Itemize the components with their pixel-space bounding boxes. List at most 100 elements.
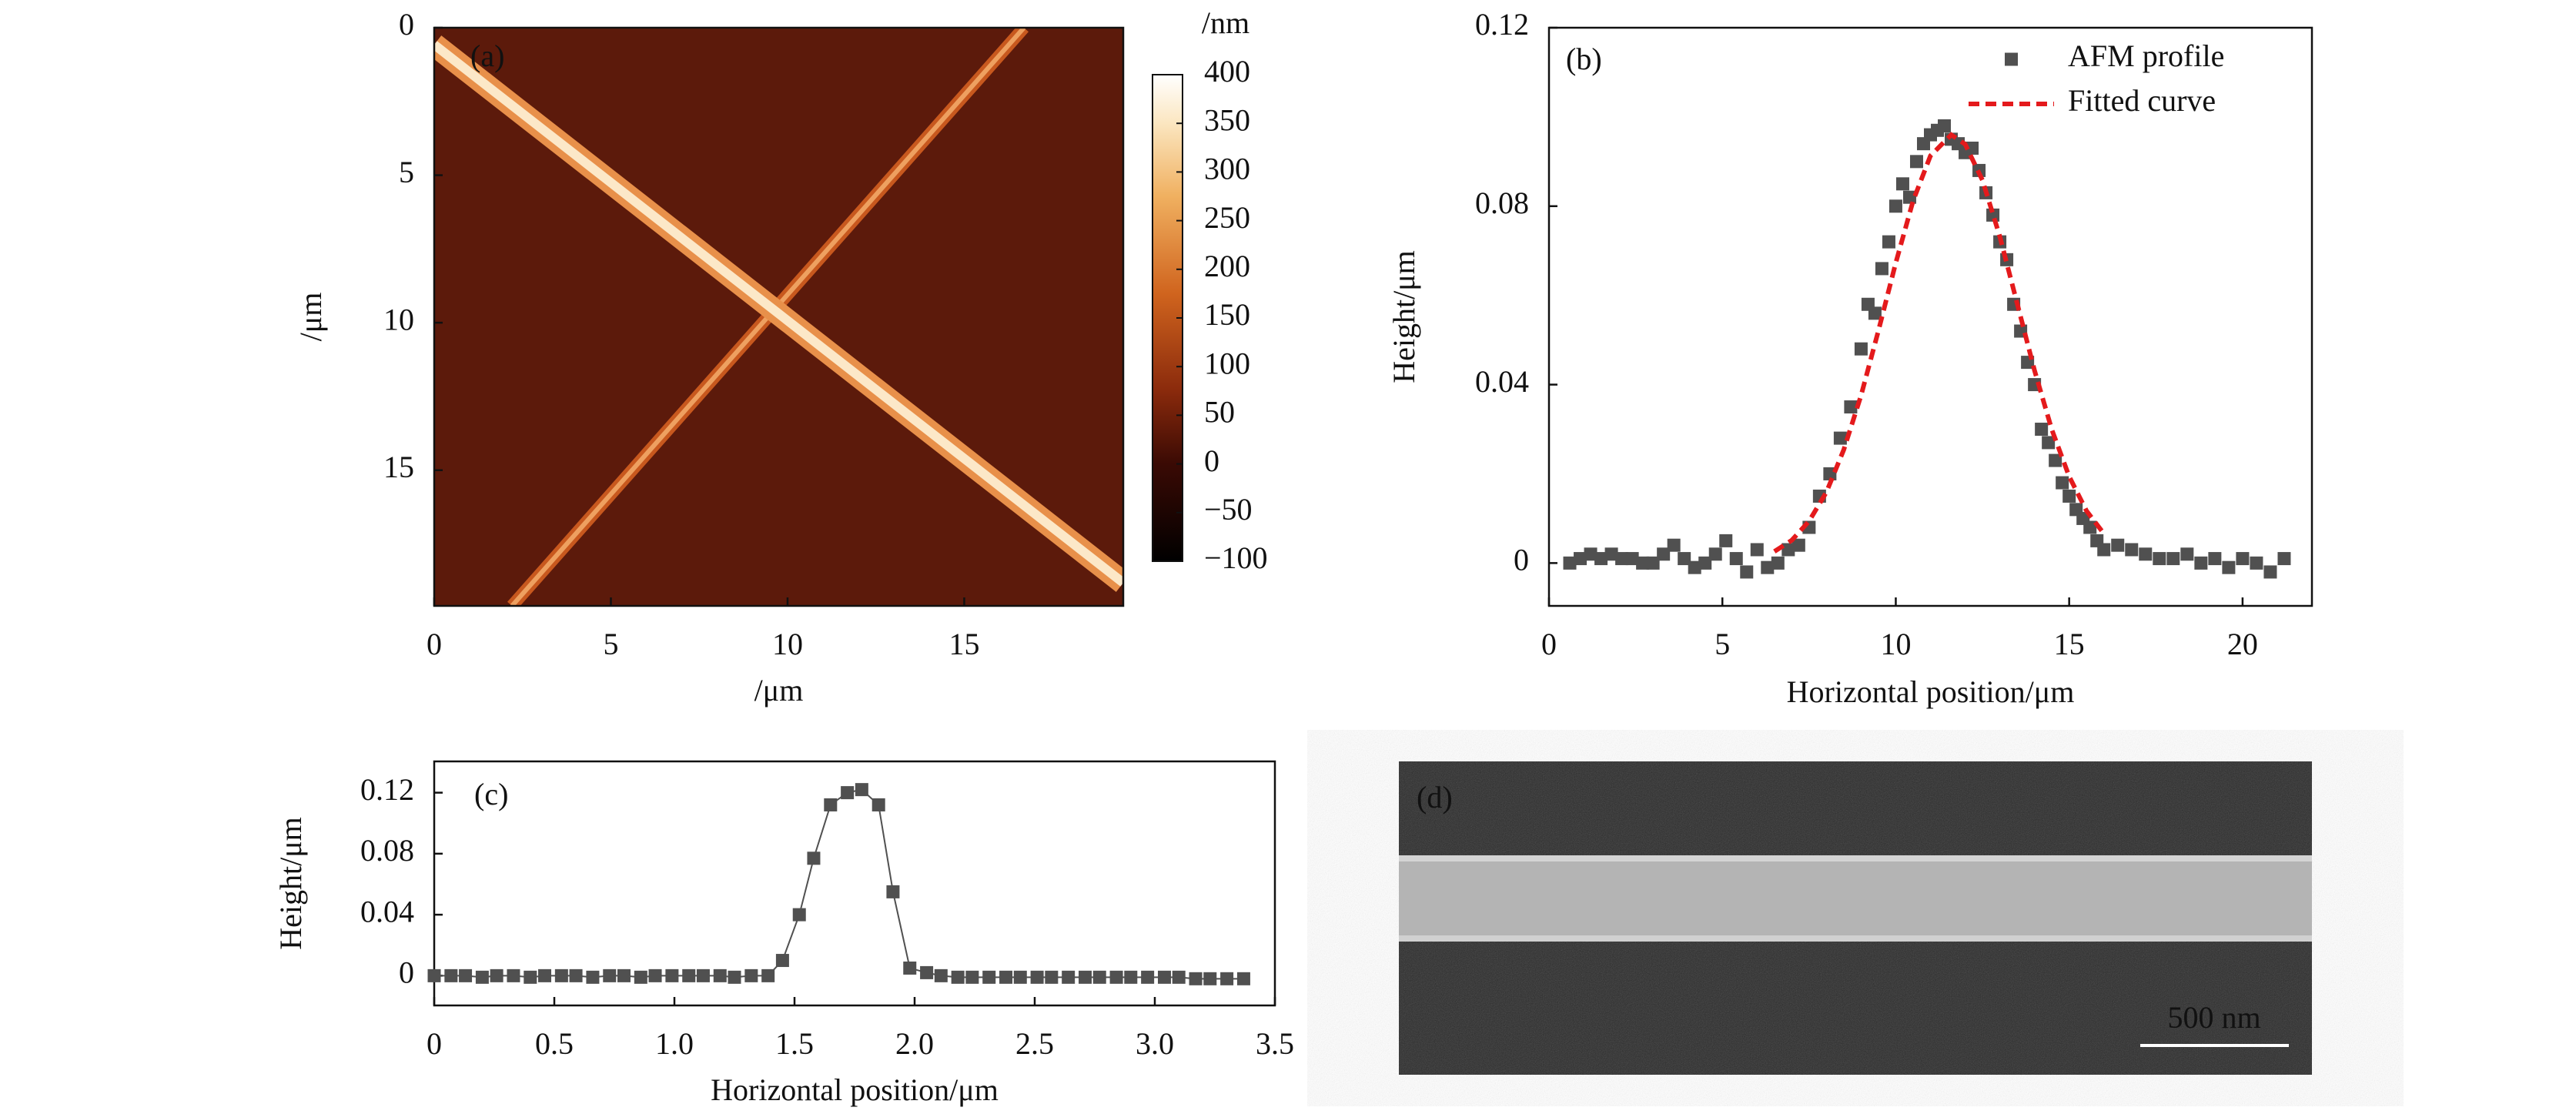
marker: [2180, 547, 2194, 561]
y-tick-label: 0: [399, 955, 414, 990]
marker: [1013, 970, 1027, 984]
marker: [569, 968, 583, 982]
marker: [2049, 453, 2062, 467]
marker: [2097, 543, 2111, 557]
marker: [1563, 556, 1577, 570]
y-tick-label: 0.08: [360, 833, 414, 868]
marker: [1781, 543, 1795, 557]
marker: [2042, 436, 2056, 450]
y-tick-label: 0: [399, 7, 414, 42]
marker: [1902, 190, 1916, 204]
marker: [665, 968, 679, 982]
x-tick-label: 10: [1880, 627, 1911, 661]
x-tick-label: 0: [427, 1026, 442, 1061]
x-axis-label: Horizontal position/μm: [1787, 674, 2075, 709]
marker: [1615, 552, 1629, 566]
marker: [1719, 534, 1733, 547]
marker: [1761, 560, 1775, 574]
x-axis-label: /μm: [754, 673, 804, 708]
legend-label: AFM profile: [2068, 38, 2224, 73]
plot-frame: [433, 760, 1276, 1007]
marker: [1625, 552, 1639, 566]
marker: [1854, 342, 1868, 356]
marker: [507, 968, 520, 982]
legend-label: Fitted curve: [2068, 83, 2216, 118]
marker: [1708, 547, 1722, 561]
y-tick-label: 0.12: [360, 772, 414, 807]
colorbar-tick-label: 250: [1204, 200, 1250, 235]
marker: [696, 968, 710, 982]
x-tick-label: 3.5: [1256, 1026, 1294, 1061]
colorbar-tick-label: 50: [1204, 395, 1235, 430]
marker: [744, 968, 758, 982]
marker: [634, 970, 647, 984]
marker: [2194, 556, 2208, 570]
y-tick-label: 0: [1514, 543, 1529, 577]
colorbar-tick-label: 300: [1204, 152, 1250, 186]
marker: [1574, 552, 1587, 566]
marker: [682, 968, 696, 982]
marker: [1636, 556, 1650, 570]
marker: [1882, 235, 1895, 249]
marker: [1833, 431, 1847, 445]
marker: [792, 908, 806, 922]
marker: [2035, 423, 2049, 437]
marker: [603, 968, 617, 982]
marker: [2139, 547, 2153, 561]
x-tick-label: 0.5: [535, 1026, 574, 1061]
marker: [1965, 141, 1979, 155]
marker: [490, 968, 503, 982]
marker: [1203, 972, 1217, 985]
marker: [1729, 552, 1743, 566]
marker: [1698, 556, 1712, 570]
marker: [1938, 119, 1952, 132]
marker: [1584, 547, 1597, 561]
y-tick-label: 0.04: [360, 894, 414, 928]
marker: [1844, 400, 1858, 414]
marker: [871, 798, 885, 811]
panel-label: (d): [1417, 780, 1453, 815]
legend-marker: [2005, 52, 2018, 66]
scale-bar-label: 500 nm: [2167, 1000, 2260, 1035]
marker: [427, 968, 441, 982]
profile-line: [434, 788, 1244, 980]
colorbar-tick-label: 0: [1204, 443, 1219, 478]
x-tick-label: 15: [948, 627, 979, 661]
marker: [1220, 972, 1234, 985]
marker: [1092, 970, 1106, 984]
x-tick-label: 1.5: [775, 1026, 814, 1061]
colorbar-tick-label: 200: [1204, 249, 1250, 283]
marker: [775, 954, 789, 968]
marker: [2208, 552, 2222, 566]
marker: [1771, 556, 1785, 570]
marker: [1868, 306, 1882, 320]
y-tick-label: 5: [399, 155, 414, 189]
x-tick-label: 10: [772, 627, 803, 661]
sem-image: [1399, 761, 2312, 1075]
marker: [1657, 547, 1671, 561]
marker: [999, 970, 1013, 984]
marker: [1895, 177, 1909, 191]
x-tick-label: 0: [1541, 627, 1557, 661]
marker: [475, 970, 489, 984]
marker: [1688, 560, 1701, 574]
x-tick-label: 2.5: [1015, 1026, 1054, 1061]
x-tick-label: 3.0: [1136, 1026, 1174, 1061]
marker: [459, 968, 473, 982]
marker: [586, 970, 600, 984]
marker: [1791, 538, 1805, 552]
marker: [2250, 556, 2263, 570]
y-axis-label: Height/μm: [1387, 250, 1421, 383]
y-tick-label: 10: [383, 302, 414, 336]
marker: [1667, 538, 1681, 552]
marker: [2166, 552, 2180, 566]
marker: [855, 783, 868, 797]
marker: [761, 968, 775, 982]
marker: [1604, 547, 1618, 561]
y-axis-label: Height/μm: [273, 817, 308, 950]
marker: [920, 965, 934, 979]
marker: [1109, 970, 1123, 984]
marker: [1124, 970, 1138, 984]
marker: [2111, 538, 2125, 552]
marker: [444, 968, 458, 982]
